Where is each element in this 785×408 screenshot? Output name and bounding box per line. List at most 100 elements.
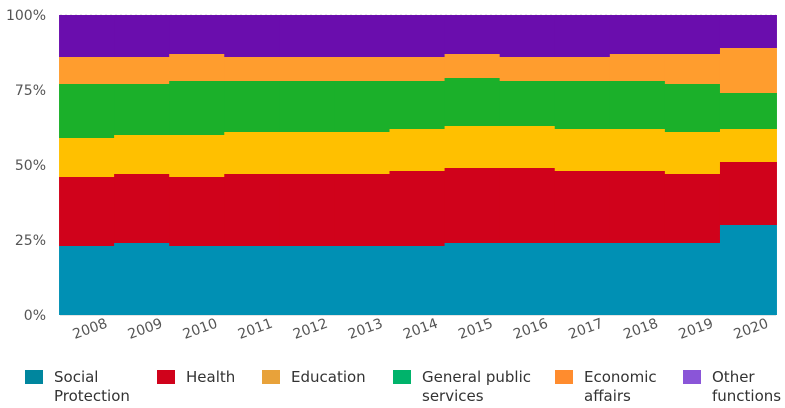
x-tick-label: 2011 [236,316,275,343]
legend-item-social-protection: Social Protection [25,368,164,406]
bar-segments [59,15,777,315]
bar-segment [554,243,612,315]
bar-segment [554,171,612,243]
bar-segment [224,57,282,81]
bar-segment [389,129,447,171]
bar-segment [279,15,337,57]
x-tick-label: 2010 [181,316,220,343]
bar-segment [279,57,337,81]
bar-segment [59,177,117,246]
x-tick-label: 2013 [346,316,385,343]
legend-item-general-public-services: General public services [393,368,542,406]
bar-segment [169,54,227,81]
bar-segment [664,174,722,243]
bar-segment [609,15,667,54]
legend-item-economic-affairs: Economic affairs [555,368,674,406]
bar-segment [554,15,612,57]
x-tick-label: 2018 [621,316,660,343]
bar-segment [279,81,337,132]
bar-segment [389,246,447,315]
bar-segment [719,93,777,129]
legend-item-other-functions: Other functions [683,368,785,406]
bar-segment [444,15,502,54]
legend-label: Economic affairs [584,368,657,405]
bar-segment [224,81,282,132]
bar-segment [334,174,392,246]
legend-label: Health [186,368,236,386]
bar-segment [444,54,502,78]
bar-segment [114,84,172,135]
bar-segment [719,48,777,93]
x-tick-label: 2020 [732,316,771,343]
bar-segment [719,225,777,315]
legend-label: Other functions [712,368,782,405]
bar-segment [719,129,777,162]
bar-segment [279,174,337,246]
bar-segment [664,132,722,174]
y-tick-label: 50% [15,158,46,174]
bar-segment [719,15,777,48]
x-tick-label: 2014 [401,316,440,343]
bar-segment [664,84,722,132]
bar-segment [334,81,392,132]
bar-segment [169,177,227,246]
y-tick-label: 100% [6,8,46,24]
legend-swatch-other-functions [683,370,701,384]
bar-segment [554,57,612,81]
y-tick-label: 0% [24,308,46,324]
bar-segment [499,57,557,81]
bar-segment [59,246,117,315]
legend-swatch-general-public-services [393,370,411,384]
legend-swatch-economic-affairs [555,370,573,384]
bar-segment [389,81,447,129]
bar-segment [389,57,447,81]
bar-segment [169,135,227,177]
bar-segment [59,138,117,177]
bar-segment [224,246,282,315]
bar-segment [609,81,667,129]
legend-swatch-social-protection [25,370,43,384]
x-tick-label: 2016 [511,316,550,343]
y-tick-label: 75% [15,83,46,99]
bar-segment [224,132,282,174]
stacked-bar-chart: 0% 25% 50% 75% 100% 2008 2009 2010 2011 2012 2013… [6,8,777,343]
x-tick-label: 2017 [566,316,605,343]
bar-segment [499,168,557,243]
bar-segment [664,15,722,54]
x-tick-label: 2015 [456,316,495,343]
bar-segment [59,84,117,138]
legend-item-education: Education [262,368,401,387]
bar-segment [664,243,722,315]
legend-swatch-education [262,370,280,384]
legend-swatch-health [157,370,175,384]
bar-segment [114,174,172,243]
x-tick-label: 2008 [71,316,110,343]
bar-segment [114,243,172,315]
y-axis-tick-labels: 0% 25% 50% 75% 100% [6,8,46,324]
bar-segment [609,54,667,81]
bar-segment [499,126,557,168]
bar-segment [609,171,667,243]
bar-segment [499,81,557,126]
bar-segment [389,15,447,57]
bar-segment [114,15,172,57]
bar-segment [169,15,227,54]
bar-segment [224,15,282,57]
bar-segment [389,171,447,246]
bar-segment [279,132,337,174]
y-tick-label: 25% [15,233,46,249]
bar-segment [279,246,337,315]
bar-segment [169,81,227,135]
bar-segment [334,246,392,315]
bar-segment [499,243,557,315]
legend-label: General public services [422,368,532,405]
bar-segment [444,78,502,126]
legend-item-health: Health [157,368,296,387]
bar-segment [334,132,392,174]
x-tick-label: 2012 [291,316,330,343]
bar-segment [554,81,612,129]
x-tick-label: 2009 [126,316,165,343]
bar-segment [609,243,667,315]
bar-segment [719,162,777,225]
bar-segment [609,129,667,171]
